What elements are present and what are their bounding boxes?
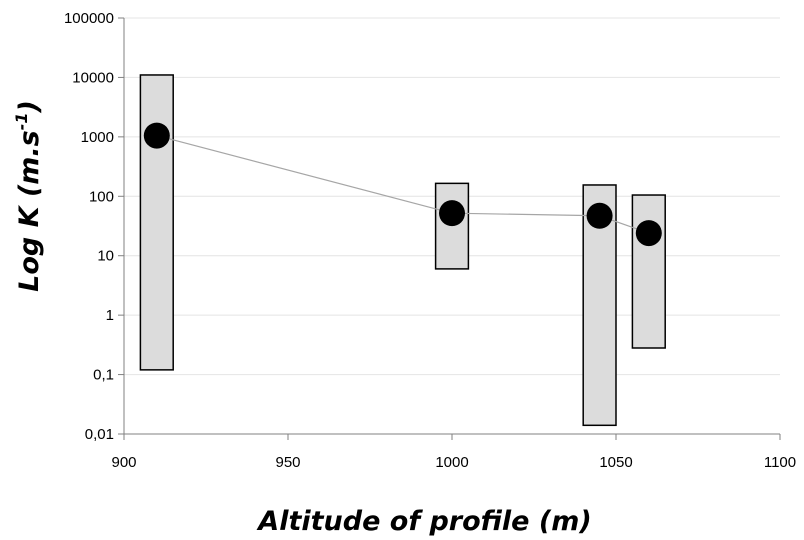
x-tick-label: 1000 (435, 454, 468, 471)
y-tick-label: 10000 (72, 69, 114, 86)
y-tick-label: 1 (106, 307, 114, 324)
y-tick-label: 0,1 (93, 367, 114, 384)
data-point-3 (586, 202, 613, 229)
x-tick-label: 1100 (764, 454, 796, 471)
y-tick-label: 0,01 (85, 426, 114, 443)
x-tick-label: 900 (111, 454, 136, 471)
axes (118, 17, 781, 440)
range-bars (139, 74, 666, 427)
y-axis-title-main: Log K (m.s (14, 130, 45, 292)
y-axis-title-close: ) (14, 100, 45, 113)
series (143, 122, 662, 247)
data-point-4 (635, 220, 662, 247)
y-tick-label: 1000 (81, 129, 114, 146)
y-axis-title-superscript: -1 (12, 112, 31, 130)
data-point-2 (439, 200, 465, 227)
y-tick-label: 10 (97, 248, 114, 265)
data-point-1 (143, 122, 170, 149)
series-line (156, 135, 649, 234)
range-bar-4 (631, 194, 666, 349)
y-tick-label: 100000 (64, 10, 114, 27)
y-axis-title: Log K (m.s-1) (12, 100, 45, 292)
y-tick-labels: 0,01 0,1 1 10 100 1000 10000 100000 (64, 10, 114, 443)
y-tick-label: 100 (89, 188, 114, 205)
x-tick-labels: 900 950 1000 1050 1100 (111, 454, 796, 471)
x-tick-label: 950 (275, 454, 300, 471)
x-axis-title: Altitude of profile (m) (256, 506, 591, 537)
range-bar-1 (139, 74, 174, 371)
x-tick-label: 1050 (599, 454, 632, 471)
